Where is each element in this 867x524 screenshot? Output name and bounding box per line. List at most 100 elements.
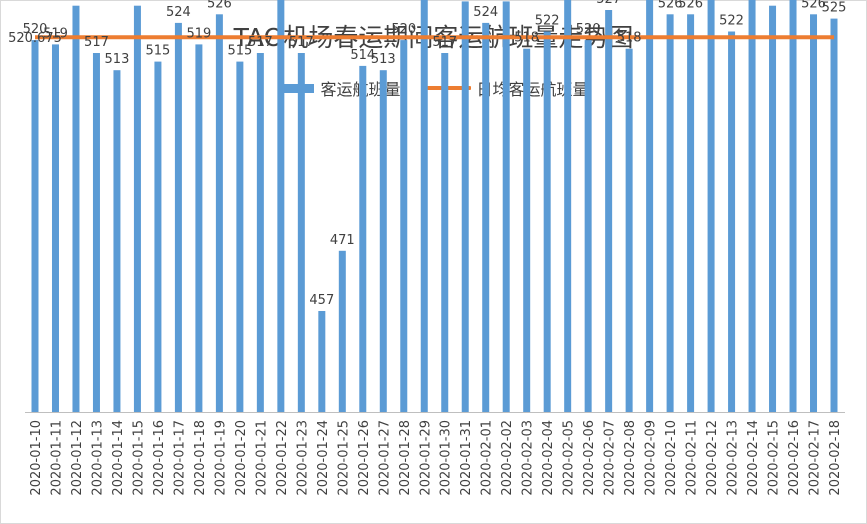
bar-2020-02-14 [748,0,756,412]
bar-value-label: 525 [822,1,847,16]
legend-bar-swatch [278,83,315,93]
bar-2020-02-17 [810,14,818,413]
bar-value-label: 471 [330,233,355,248]
bar-2020-01-22 [277,0,285,412]
bar-2020-02-05 [564,0,572,413]
bar-2020-01-14 [113,70,121,412]
bar-2020-01-26 [359,65,367,413]
x-tick-label: 2020-01-26 [357,420,372,496]
bar-value-label: 514 [350,48,375,63]
bar-2020-02-08 [625,48,633,412]
x-tick-label: 2020-02-02 [500,420,515,496]
bar-value-label: 527 [596,0,621,7]
x-tick-label: 2020-01-25 [336,420,351,496]
bar-2020-02-01 [482,22,490,413]
x-tick-label: 2020-01-24 [316,420,331,496]
x-tick-label: 2020-01-31 [459,420,474,496]
bar-value-label: 517 [84,35,109,50]
bar-value-label: 519 [186,26,211,41]
x-tick-label: 2020-01-21 [254,420,269,496]
bar-value-label: 522 [719,14,744,29]
x-tick-label: 2020-01-20 [234,420,249,496]
bar-2020-01-10 [31,40,39,412]
bar-2020-01-15 [133,5,141,412]
bar-2020-02-18 [830,18,838,412]
bar-value-label: 519 [43,26,68,41]
bar-value-label: 515 [227,44,252,59]
bar-2020-02-04 [543,31,551,412]
x-tick-label: 2020-02-09 [644,420,659,496]
bar-2020-01-11 [51,44,59,413]
x-tick-label: 2020-02-15 [767,420,782,496]
bar-2020-01-20 [236,61,244,412]
bar-2020-01-18 [195,44,203,413]
x-tick-label: 2020-01-13 [90,420,105,496]
bar-value-label: 515 [146,44,171,59]
bar-2020-01-27 [379,70,387,412]
x-tick-label: 2020-02-04 [541,420,556,496]
bar-2020-02-11 [687,14,695,413]
x-tick-label: 2020-01-19 [213,420,228,496]
bar-2020-02-10 [666,14,674,413]
bar-2020-02-06 [584,40,592,412]
x-tick-label: 2020-01-27 [377,420,392,496]
x-tick-label: 2020-01-28 [398,420,413,496]
bar-2020-01-28 [400,40,408,412]
x-tick-label: 2020-02-01 [480,420,495,496]
bar-value-label: 524 [166,5,191,20]
x-tick-label: 2020-01-10 [29,420,44,496]
bar-value-label: 513 [105,52,130,67]
bar-value-label: 518 [617,31,642,46]
bar-value-label: 520 [576,22,601,37]
bar-2020-02-09 [646,0,654,412]
x-tick-label: 2020-01-11 [49,420,64,496]
x-tick-label: 2020-01-29 [418,420,433,496]
bar-value-label: 457 [309,293,334,308]
bar-value-label: 528 [64,0,89,3]
bar-value-label: 517 [248,35,273,50]
x-tick-label: 2020-02-05 [562,420,577,496]
bar-value-label: 522 [535,14,560,29]
bar-2020-01-13 [92,53,100,412]
x-tick-label: 2020-02-14 [746,420,761,496]
bar-value-label: 526 [801,0,826,11]
x-tick-label: 2020-01-14 [111,420,126,496]
bar-2020-01-21 [256,53,264,412]
x-tick-label: 2020-01-23 [295,420,310,496]
bar-value-label: 517 [289,35,314,50]
bar-2020-02-12 [707,0,715,412]
x-tick-label: 2020-02-08 [623,420,638,496]
bar-2020-01-17 [174,22,182,413]
bar-2020-02-03 [523,48,531,412]
x-tick-label: 2020-01-12 [70,420,85,496]
bar-2020-02-15 [769,5,777,412]
x-tick-label: 2020-02-11 [685,420,700,496]
x-tick-label: 2020-02-12 [705,420,720,496]
bar-value-label: 517 [432,35,457,50]
average-value-label: 520.675 [8,31,62,46]
bar-2020-01-30 [441,53,449,412]
bar-2020-01-19 [215,14,223,413]
x-tick-label: 2020-02-10 [664,420,679,496]
bar-value-label: 518 [514,31,539,46]
bar-value-label: 526 [658,0,683,11]
bar-value-label: 513 [371,52,396,67]
bar-value-label: 528 [125,0,150,3]
x-tick-label: 2020-02-17 [808,420,823,496]
x-tick-label: 2020-01-16 [152,420,167,496]
bar-2020-01-25 [338,250,346,412]
bar-value-label: 520 [391,22,416,37]
bar-2020-02-07 [605,10,613,412]
bar-value-label: 524 [473,5,498,20]
x-tick-label: 2020-02-07 [603,420,618,496]
x-tick-label: 2020-01-15 [131,420,146,496]
bar-2020-01-12 [72,5,80,412]
x-tick-label: 2020-02-16 [787,420,802,496]
bar-2020-01-31 [461,1,469,413]
bar-2020-02-02 [502,1,510,413]
x-tick-label: 2020-01-17 [172,420,187,496]
bar-2020-01-23 [297,53,305,412]
x-tick-label: 2020-02-13 [726,420,741,496]
bar-2020-02-16 [789,0,797,412]
